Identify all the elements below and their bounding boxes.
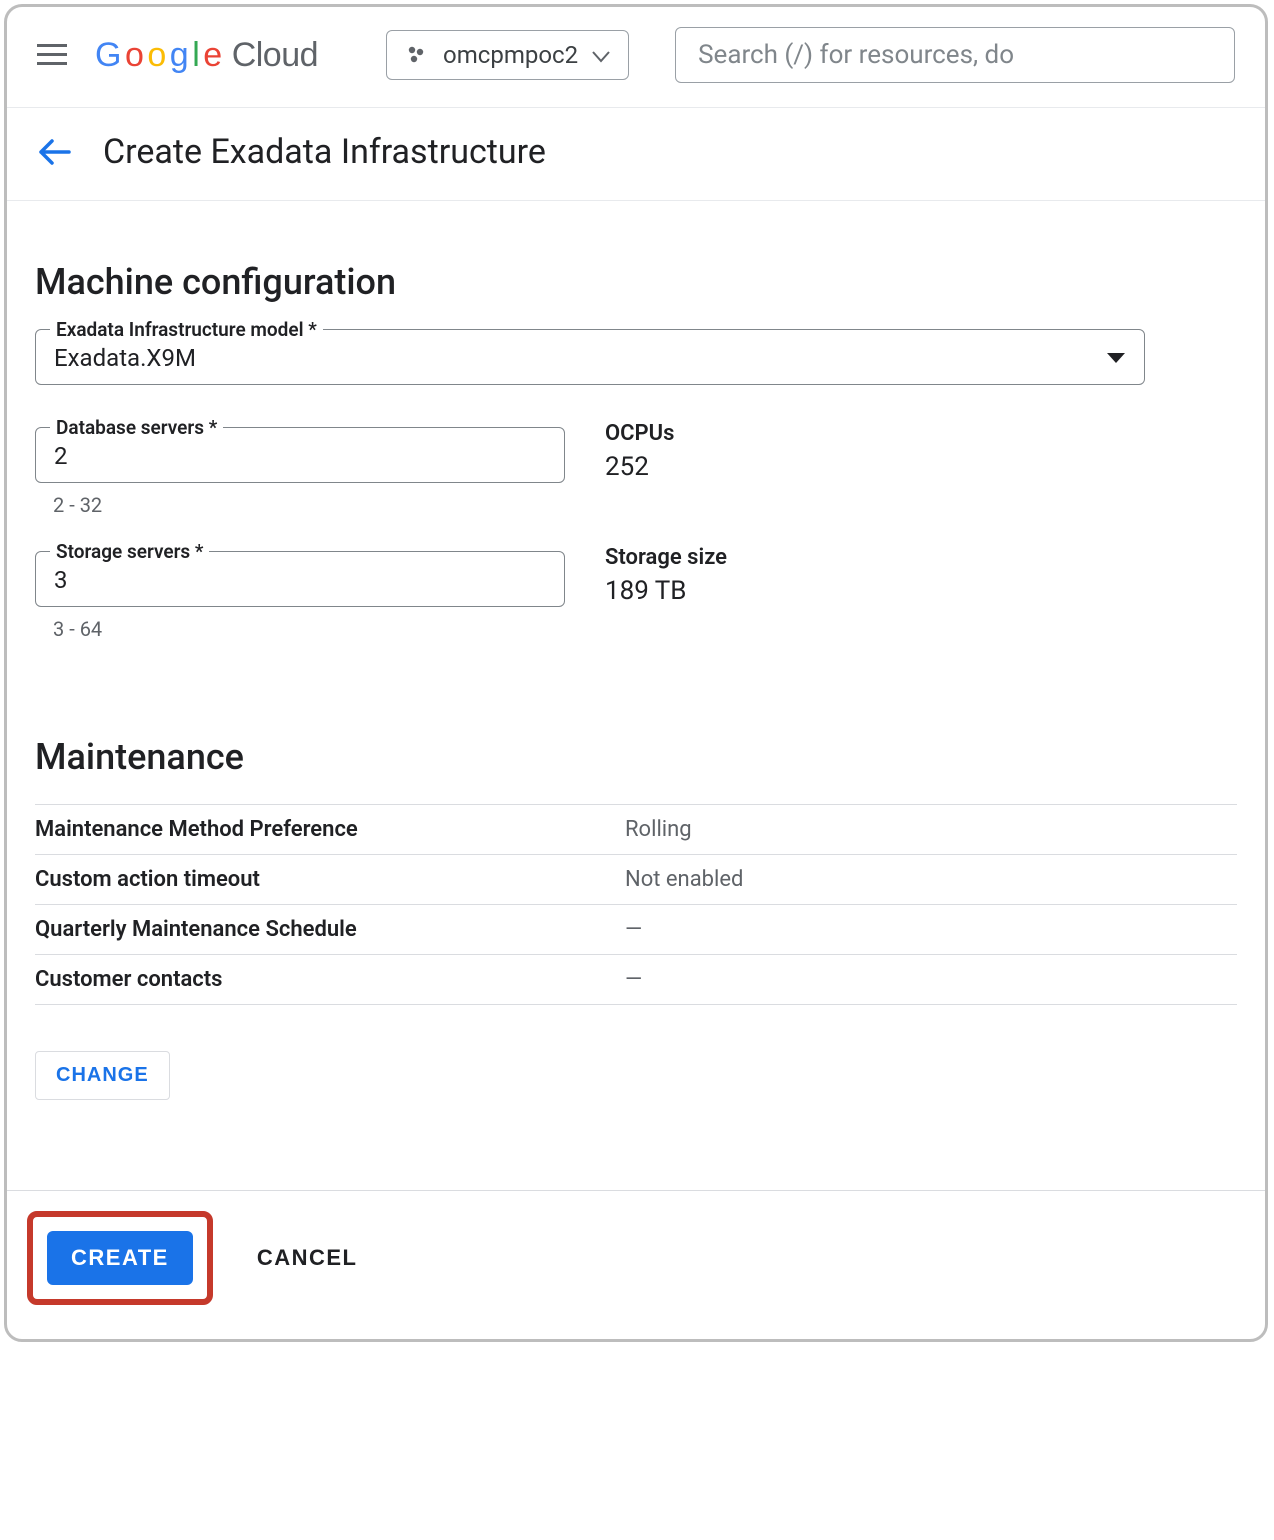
ocpus-value: 252 <box>605 452 1165 482</box>
ocpus-label: OCPUs <box>605 421 1165 446</box>
cloud-word: Cloud <box>232 36 318 75</box>
storage-size-value: 189 TB <box>605 576 1165 606</box>
project-icon <box>405 43 429 67</box>
cancel-button[interactable]: CANCEL <box>251 1244 364 1272</box>
project-picker[interactable]: omcpmpoc2 <box>386 30 629 80</box>
storage-servers-input[interactable]: Storage servers * 3 <box>35 551 565 607</box>
exadata-model-select[interactable]: Exadata Infrastructure model * Exadata.X… <box>35 329 1145 385</box>
page-header: Create Exadata Infrastructure <box>7 108 1265 201</box>
search-input[interactable]: Search (/) for resources, do <box>675 27 1235 83</box>
db-servers-value: 2 <box>54 442 68 470</box>
exadata-model-value: Exadata.X9M <box>54 344 196 372</box>
db-servers-block: Database servers * 2 2 - 32 <box>35 427 565 517</box>
storage-size-label: Storage size <box>605 545 1165 570</box>
table-row: Maintenance Method Preference Rolling <box>35 805 1237 855</box>
maintenance-heading: Maintenance <box>35 736 1237 778</box>
machine-config-heading: Machine configuration <box>35 261 1237 303</box>
storage-servers-block: Storage servers * 3 3 - 64 <box>35 551 565 641</box>
storage-servers-value: 3 <box>54 566 68 594</box>
table-row: Quarterly Maintenance Schedule — <box>35 905 1237 955</box>
ocpus-block: OCPUs 252 <box>605 427 1165 482</box>
db-servers-label: Database servers * <box>50 416 223 439</box>
storage-servers-label: Storage servers * <box>50 540 209 563</box>
hamburger-menu-icon[interactable] <box>37 44 67 66</box>
maintenance-table: Maintenance Method Preference Rolling Cu… <box>35 804 1237 1005</box>
create-highlight-box: CREATE <box>27 1211 213 1305</box>
google-cloud-logo[interactable]: Google Cloud <box>95 36 318 75</box>
project-name: omcpmpoc2 <box>443 41 578 69</box>
footer-bar: CREATE CANCEL <box>7 1190 1265 1339</box>
back-arrow-icon[interactable] <box>37 138 71 166</box>
storage-size-block: Storage size 189 TB <box>605 551 1165 606</box>
create-button[interactable]: CREATE <box>47 1231 193 1285</box>
table-row: Customer contacts — <box>35 955 1237 1005</box>
chevron-down-icon <box>592 41 610 69</box>
db-servers-helper: 2 - 32 <box>53 493 565 517</box>
db-servers-input[interactable]: Database servers * 2 <box>35 427 565 483</box>
top-bar: Google Cloud omcpmpoc2 Search (/) for re… <box>7 7 1265 108</box>
search-placeholder: Search (/) for resources, do <box>698 40 1014 70</box>
storage-servers-helper: 3 - 64 <box>53 617 565 641</box>
chevron-down-icon <box>1106 352 1126 364</box>
exadata-model-label: Exadata Infrastructure model * <box>50 318 323 341</box>
page-title: Create Exadata Infrastructure <box>103 132 546 172</box>
change-button[interactable]: CHANGE <box>35 1051 170 1100</box>
table-row: Custom action timeout Not enabled <box>35 855 1237 905</box>
